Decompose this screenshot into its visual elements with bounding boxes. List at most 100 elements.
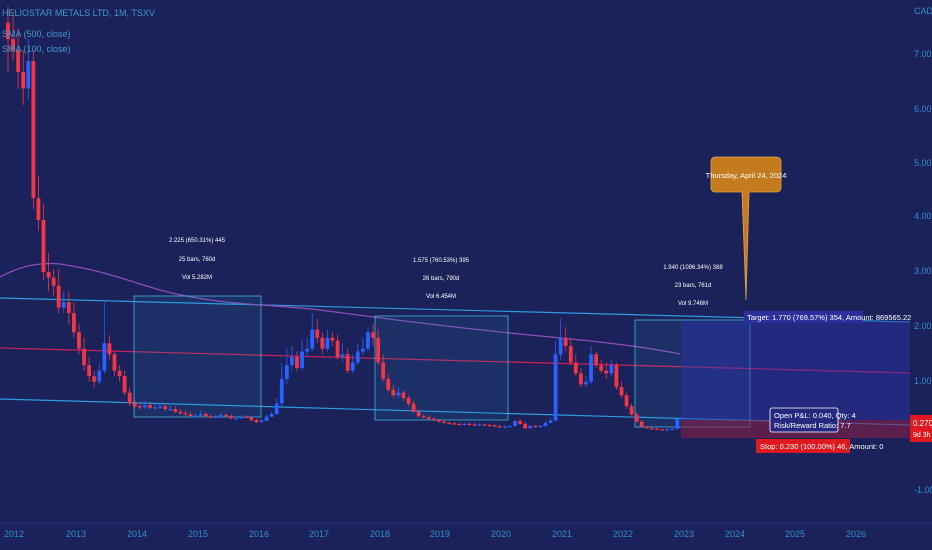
candle-body[interactable] — [203, 413, 208, 417]
candle-body[interactable] — [6, 22, 10, 40]
candle-body[interactable] — [274, 403, 279, 414]
candle-body[interactable] — [599, 365, 604, 371]
candle-body[interactable] — [87, 365, 92, 377]
candle-body[interactable] — [513, 421, 517, 427]
candle-body[interactable] — [670, 428, 675, 430]
candle-body[interactable] — [198, 413, 203, 416]
candle-body[interactable] — [361, 348, 365, 352]
candle-body[interactable] — [122, 376, 127, 393]
candle-body[interactable] — [290, 356, 294, 366]
candle-body[interactable] — [609, 365, 614, 374]
candle-body[interactable] — [416, 411, 421, 417]
date-range-box-3[interactable] — [634, 319, 751, 428]
candle-body[interactable] — [61, 302, 66, 308]
price-axis[interactable]: CAD 7.00 6.00 5.00 4.00 3.00 2.00 1.00 -… — [914, 6, 932, 495]
candle-body[interactable] — [320, 337, 325, 349]
candle-body[interactable] — [462, 423, 467, 426]
candle-body[interactable] — [325, 337, 330, 349]
candle-body[interactable] — [219, 415, 223, 417]
candle-body[interactable] — [213, 416, 218, 418]
candle-body[interactable] — [467, 423, 472, 426]
candle-body[interactable] — [11, 39, 15, 51]
candle-body[interactable] — [543, 422, 548, 427]
time-axis[interactable]: 2012 2013 2014 2015 2016 2017 2018 2019 … — [0, 522, 932, 539]
candle-body[interactable] — [675, 418, 680, 429]
candle-body[interactable] — [66, 302, 71, 314]
candle-body[interactable] — [634, 414, 639, 422]
candle-body[interactable] — [72, 313, 76, 333]
candle-body[interactable] — [589, 354, 593, 382]
sma-500-legend[interactable]: SMA (500, close) — [2, 29, 71, 39]
candle-body[interactable] — [173, 409, 178, 412]
candle-body[interactable] — [208, 416, 213, 418]
candle-body[interactable] — [426, 417, 431, 419]
candle-body[interactable] — [563, 337, 568, 347]
candle-body[interactable] — [142, 405, 147, 408]
candle-body[interactable] — [477, 424, 482, 426]
candlestick-series[interactable] — [6, 6, 680, 431]
date-range-box-1[interactable] — [133, 295, 262, 418]
candle-body[interactable] — [193, 415, 198, 417]
candle-body[interactable] — [97, 370, 102, 382]
candle-body[interactable] — [553, 354, 558, 421]
candle-body[interactable] — [340, 354, 345, 357]
candle-body[interactable] — [21, 72, 26, 89]
candle-body[interactable] — [538, 426, 543, 428]
candle-body[interactable] — [239, 416, 244, 419]
candle-body[interactable] — [279, 378, 284, 404]
candle-body[interactable] — [619, 387, 624, 396]
candle-body[interactable] — [31, 61, 36, 199]
candle-body[interactable] — [295, 356, 299, 368]
candle-body[interactable] — [244, 416, 249, 418]
candle-body[interactable] — [447, 422, 451, 424]
date-callout[interactable]: Thursday, April 24, 2024 — [706, 156, 787, 301]
sma-500-line[interactable] — [0, 262, 681, 355]
candle-body[interactable] — [355, 351, 360, 363]
candle-body[interactable] — [36, 198, 41, 220]
candle-body[interactable] — [573, 362, 578, 374]
candle-body[interactable] — [649, 428, 654, 430]
candle-body[interactable] — [660, 429, 664, 431]
candle-body[interactable] — [16, 50, 21, 73]
candle-body[interactable] — [234, 418, 239, 420]
candle-body[interactable] — [148, 405, 152, 408]
candle-body[interactable] — [548, 420, 553, 423]
candle-body[interactable] — [487, 424, 492, 427]
candle-body[interactable] — [310, 329, 315, 349]
candle-body[interactable] — [396, 392, 401, 396]
candle-body[interactable] — [431, 418, 436, 421]
candle-body[interactable] — [594, 354, 599, 366]
candle-body[interactable] — [102, 343, 107, 371]
candle-body[interactable] — [508, 426, 512, 428]
pnl-label[interactable]: Open P&L: 0.040, Qty: 4 Risk/Reward Rati… — [769, 407, 856, 433]
candle-body[interactable] — [249, 417, 254, 420]
candle-body[interactable] — [558, 337, 563, 355]
candle-body[interactable] — [665, 429, 669, 431]
candle-body[interactable] — [406, 398, 411, 404]
candle-body[interactable] — [604, 370, 609, 374]
candle-body[interactable] — [472, 424, 477, 426]
candle-body[interactable] — [442, 421, 446, 423]
candle-body[interactable] — [224, 415, 228, 417]
symbol-title[interactable]: HELIOSTAR METALS LTD, 1M, TSXV — [2, 8, 155, 18]
candle-body[interactable] — [624, 395, 629, 407]
candle-body[interactable] — [421, 416, 426, 418]
candle-body[interactable] — [518, 421, 522, 424]
candle-body[interactable] — [371, 332, 375, 338]
candle-body[interactable] — [51, 277, 56, 286]
candle-body[interactable] — [391, 389, 396, 396]
candle-body[interactable] — [300, 351, 304, 368]
candle-body[interactable] — [56, 285, 61, 308]
candle-body[interactable] — [112, 354, 117, 371]
candle-body[interactable] — [579, 373, 583, 385]
candle-body[interactable] — [132, 403, 137, 407]
candle-body[interactable] — [644, 426, 649, 429]
candle-body[interactable] — [178, 411, 183, 414]
candle-body[interactable] — [269, 413, 274, 417]
candle-body[interactable] — [386, 378, 391, 390]
candle-body[interactable] — [502, 426, 507, 428]
candle-body[interactable] — [629, 406, 634, 415]
candle-body[interactable] — [401, 392, 406, 399]
candle-body[interactable] — [411, 403, 416, 412]
